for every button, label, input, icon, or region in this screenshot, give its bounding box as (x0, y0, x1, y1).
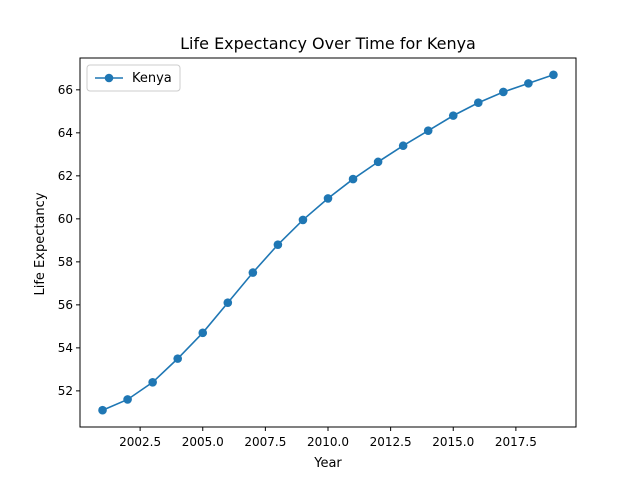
data-point (398, 141, 408, 151)
x-axis-label: Year (313, 456, 342, 471)
data-point (323, 194, 333, 203)
series-layer (98, 70, 558, 415)
data-point (273, 240, 283, 249)
x-tick-label: 2002.5 (119, 435, 161, 449)
legend-box (86, 64, 181, 92)
y-tick-label: 60 (58, 212, 73, 226)
series-line-kenya (102, 74, 554, 411)
y-tick-label: 52 (58, 384, 73, 398)
data-point (524, 79, 533, 88)
y-tick-label: 64 (58, 126, 73, 140)
x-tick-label: 2010.0 (307, 435, 349, 449)
legend-label: Kenya (132, 71, 172, 86)
y-tick-label: 56 (58, 298, 73, 312)
data-point (148, 377, 157, 387)
data-point (348, 174, 358, 184)
y-tick-label: 62 (58, 169, 73, 183)
data-point (499, 87, 508, 97)
chart-title: Life Expectancy Over Time for Kenya (180, 34, 476, 53)
x-tick-label: 2015.0 (432, 435, 474, 449)
y-tick-label: 54 (58, 341, 73, 355)
legend: Kenya (86, 64, 181, 92)
plot-area (79, 57, 577, 428)
y-axis-label: Life Expectancy (33, 192, 48, 295)
y-tick-label: 58 (58, 255, 73, 269)
data-point (98, 405, 107, 415)
x-tick-label: 2007.5 (244, 435, 286, 449)
x-tick-label: 2012.5 (370, 435, 412, 449)
data-point (123, 395, 132, 404)
axes-frame (79, 57, 577, 428)
data-point (248, 268, 258, 277)
y-axis: 52 54 56 58 60 62 64 66 (58, 83, 80, 398)
x-tick-label: 2017.5 (495, 435, 537, 449)
x-tick-label: 2005.0 (182, 435, 224, 449)
data-point (198, 328, 208, 338)
y-tick-label: 66 (58, 83, 73, 97)
data-point (173, 354, 182, 363)
data-point (549, 70, 558, 80)
data-point (298, 215, 308, 225)
legend-marker (104, 73, 114, 83)
x-axis: 2002.5 2005.0 2007.5 2010.0 2012.5 2015.0 2017… (119, 427, 537, 449)
data-point (448, 111, 458, 120)
data-point (423, 126, 433, 135)
data-point (223, 298, 233, 308)
data-point (373, 157, 383, 167)
data-point (474, 98, 483, 108)
